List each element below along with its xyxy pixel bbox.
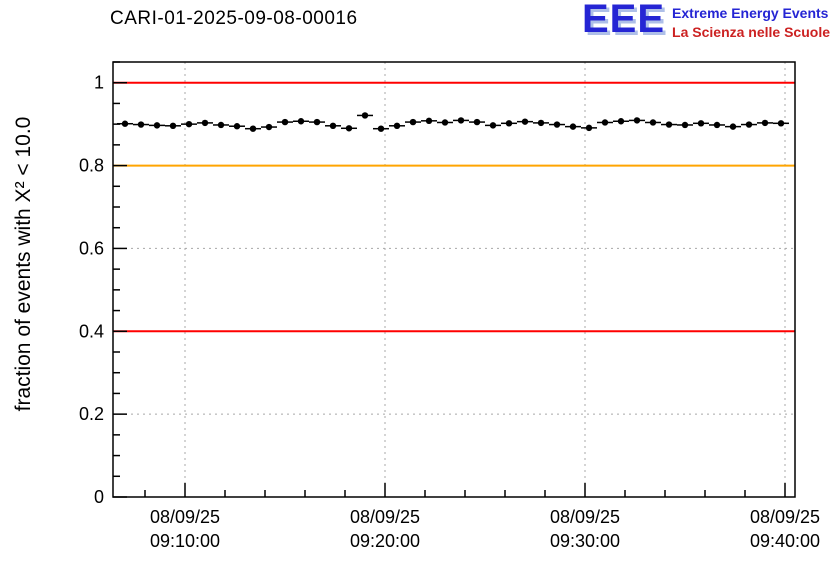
data-point (665, 121, 673, 128)
data-point (521, 118, 529, 125)
data-point (745, 121, 753, 128)
reference-lines (113, 81, 795, 333)
data-point (649, 119, 657, 126)
x-tick-time: 09:20:00 (350, 531, 420, 551)
data-point (201, 119, 209, 127)
x-tick-time: 09:40:00 (750, 531, 820, 551)
data-point (233, 123, 241, 130)
data-point (217, 121, 225, 129)
data-point (185, 120, 193, 128)
eee-logo-text: Extreme Energy Events La Scienza nelle S… (672, 2, 830, 42)
x-tick-time: 09:10:00 (150, 531, 220, 551)
y-axis-tick-labels: 0 0.2 0.4 0.6 0.8 1 (79, 73, 104, 507)
data-point (505, 120, 513, 127)
gridlines (113, 62, 795, 497)
data-point (585, 124, 593, 132)
eee-logo-acronym: EEE (582, 0, 666, 41)
x-tick-date: 08/09/25 (550, 507, 620, 527)
data-point (729, 123, 737, 130)
data-point (169, 122, 177, 129)
y-tick-label: 0.8 (79, 156, 104, 176)
data-point (297, 118, 305, 125)
data-point (489, 122, 497, 129)
data-point (761, 119, 769, 127)
plot-title: CARI-01-2025-09-08-00016 (110, 8, 358, 29)
data-point (281, 118, 289, 126)
x-tick-date: 08/09/25 (350, 507, 420, 527)
eee-logo-line1: Extreme Energy Events (672, 5, 829, 21)
data-point (553, 121, 561, 128)
y-tick-label: 0.6 (79, 238, 104, 258)
data-point (409, 118, 417, 126)
y-tick-label: 1 (94, 73, 104, 93)
data-point (137, 121, 145, 128)
x-tick-date: 08/09/25 (150, 507, 220, 527)
plot-frame (112, 61, 796, 498)
data-point (457, 117, 465, 124)
data-point (393, 122, 401, 129)
x-axis-labels: 08/09/25 09:10:00 08/09/25 09:20:00 08/09/25… (150, 507, 820, 551)
data-point (345, 125, 353, 132)
data-point (313, 118, 321, 126)
data-point (633, 117, 641, 124)
data-point (697, 120, 705, 127)
data-point (713, 121, 721, 129)
y-tick-label: 0.2 (79, 404, 104, 424)
y-tick-label: 0 (94, 487, 104, 507)
data-point (121, 120, 129, 127)
data-point (329, 122, 337, 129)
data-point (569, 123, 577, 130)
data-point (777, 120, 785, 127)
data-point (617, 118, 625, 125)
data-point (441, 119, 449, 126)
eee-logo-line2: La Scienza nelle Scuole (672, 23, 830, 40)
data-point (425, 117, 433, 125)
data-point (265, 123, 273, 131)
x-tick-time: 09:30:00 (550, 531, 620, 551)
axis-ticks (113, 61, 786, 498)
data-point (473, 118, 481, 126)
eee-logo: EEE Extreme Energy Events La Scienza nel… (582, 0, 830, 42)
data-series (117, 112, 789, 132)
data-point (537, 119, 545, 127)
data-point (249, 125, 257, 132)
y-tick-label: 0.4 (79, 321, 104, 341)
x-tick-date: 08/09/25 (750, 507, 820, 527)
data-point (153, 122, 161, 129)
data-point (361, 112, 369, 119)
data-point (601, 119, 609, 126)
data-point (681, 121, 689, 129)
data-point (377, 125, 385, 132)
